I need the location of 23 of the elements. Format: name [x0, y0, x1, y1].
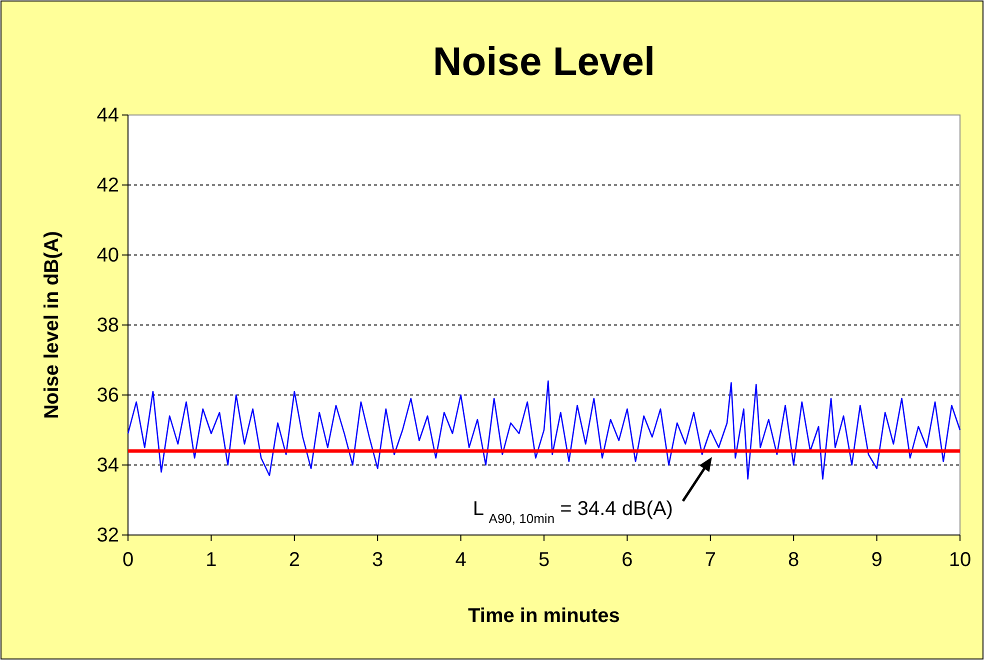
y-tick-label: 44	[96, 104, 119, 126]
x-tick-label: 5	[538, 549, 550, 571]
line-series	[127, 380, 961, 480]
x-tick-label: 4	[455, 549, 466, 571]
annotation: L $_{A90, 10min}$ = 34.4 dB(A)	[472, 498, 673, 526]
y-tick-label: 34	[96, 454, 119, 476]
y-tick-label: 36	[96, 384, 119, 406]
chart-title: Noise Level	[432, 40, 656, 84]
x-tick-label: 6	[622, 549, 633, 571]
y-axis-title: Noise level in dB(A)	[41, 231, 63, 419]
x-tick-label: 7	[704, 549, 716, 571]
x-axis-title: Time in minutes	[468, 605, 620, 627]
x-tick-label: 0	[122, 549, 134, 571]
y-tick-label: 38	[96, 314, 119, 336]
x-tick-label: 3	[372, 549, 384, 571]
y-tick-label: 32	[96, 524, 119, 546]
x-tick-label: 2	[288, 549, 300, 571]
x-tick-label: 1	[206, 549, 217, 571]
x-tick-label: 9	[871, 549, 882, 571]
y-tick-label: 40	[96, 244, 119, 266]
x-tick-label: 8	[788, 549, 800, 571]
x-tick-label: 10	[948, 549, 972, 571]
y-tick-label: 42	[96, 174, 119, 196]
